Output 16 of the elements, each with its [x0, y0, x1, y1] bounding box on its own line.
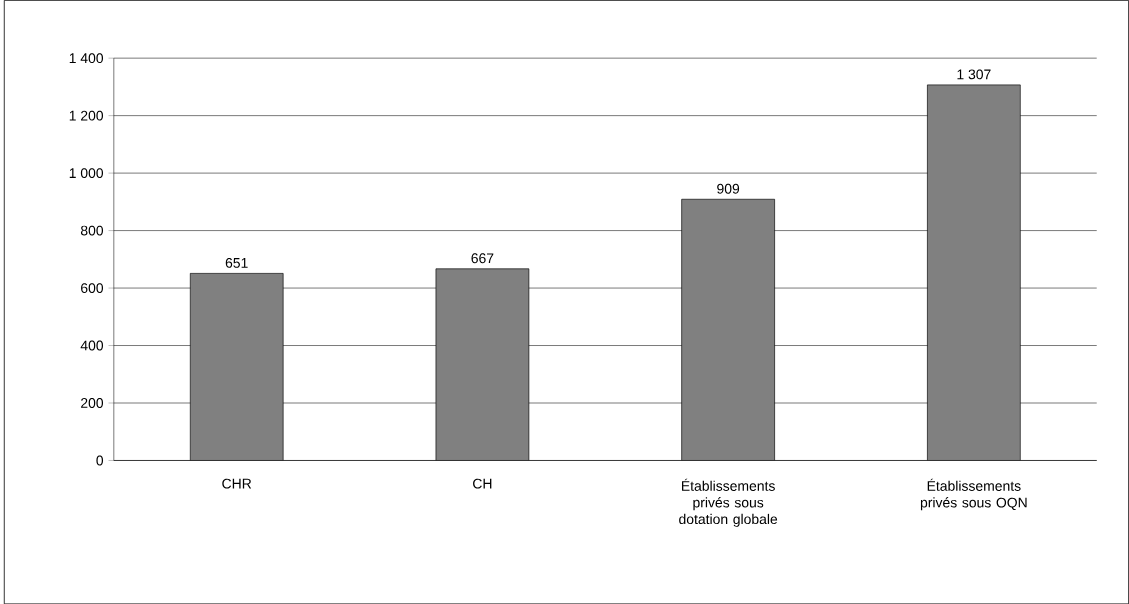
y-tick-label: 400	[80, 340, 104, 351]
data-label: 651	[225, 257, 248, 268]
data-label: 667	[471, 253, 494, 264]
y-tick-label: 1 400	[69, 53, 104, 63]
x-tick-label: CH	[473, 478, 492, 489]
y-tick-label: 1 000	[69, 168, 104, 178]
data-label: 909	[717, 183, 740, 194]
y-tick-label: 1 200	[69, 110, 104, 121]
x-tick-label: Établissements privés sous OQN	[920, 478, 1027, 511]
x-tick-label: Établissements privés sous dotation globale	[679, 478, 778, 527]
y-tick-label: 200	[81, 397, 104, 408]
data-label: 1 307	[957, 69, 991, 80]
x-tick-label: CHR	[222, 478, 252, 489]
y-tick-label: 800	[80, 225, 104, 236]
y-tick-label: 0	[96, 455, 104, 466]
y-tick-label: 600	[81, 282, 104, 293]
